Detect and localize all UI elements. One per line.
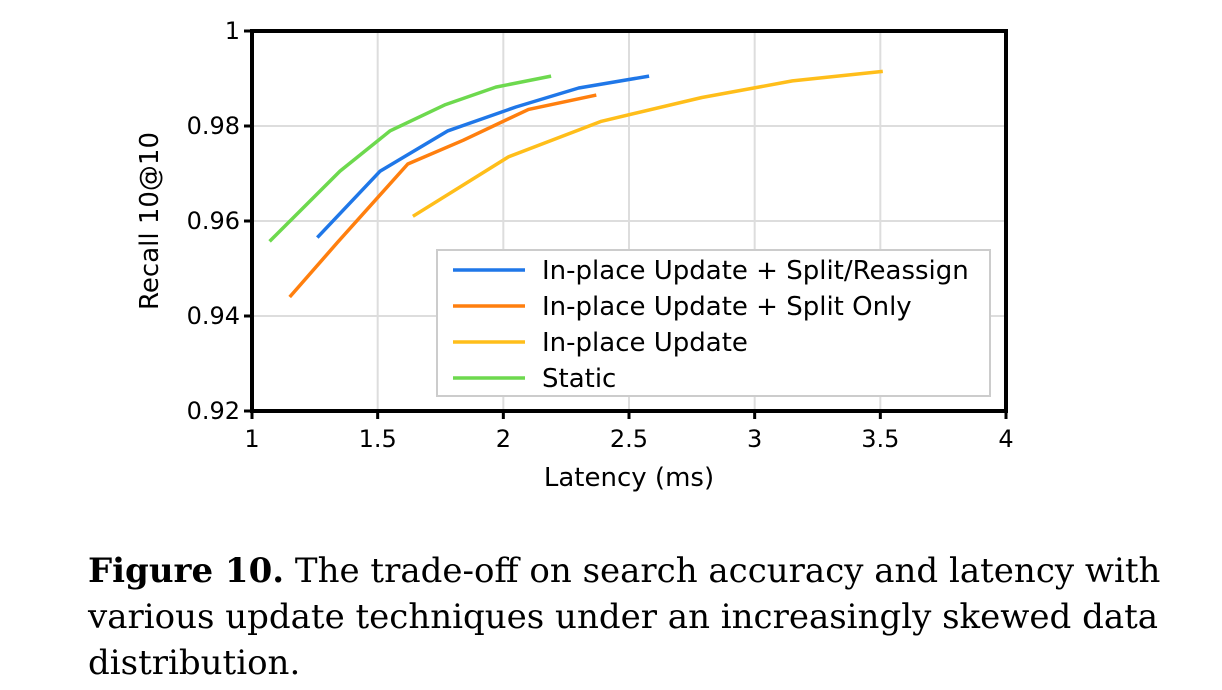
x-tick-label: 2.5 xyxy=(610,425,648,453)
figure-label: Figure 10. xyxy=(88,551,285,591)
legend-label: In-place Update + Split/Reassign xyxy=(542,256,969,286)
axis-ticks: 1 1.5 2 2.5 3 3.5 4 0.92 0.94 0.96 0.98 1 xyxy=(187,17,1014,453)
x-tick-label: 2 xyxy=(496,425,511,453)
series-line xyxy=(411,69,883,218)
y-tick-label: 0.98 xyxy=(187,112,240,140)
legend-label: Static xyxy=(542,364,616,394)
y-tick-label: 1 xyxy=(225,17,240,45)
legend-label: In-place Update xyxy=(542,328,748,358)
series-line xyxy=(316,74,650,239)
x-tick-label: 1 xyxy=(244,425,259,453)
x-tick-label: 3 xyxy=(747,425,762,453)
series-lines xyxy=(268,69,883,299)
y-tick-label: 0.94 xyxy=(187,302,240,330)
x-tick-label: 3.5 xyxy=(861,425,899,453)
legend-box xyxy=(436,249,991,397)
y-axis-label: Recall 10@10 xyxy=(135,132,165,310)
figure-caption: Figure 10. The trade-off on search accur… xyxy=(88,548,1188,686)
series-line xyxy=(268,74,552,243)
legend: In-place Update + Split/Reassign In-place… xyxy=(436,249,991,397)
y-tick-label: 0.92 xyxy=(187,397,240,425)
y-tick-label: 0.96 xyxy=(187,207,240,235)
chart: 1 1.5 2 2.5 3 3.5 4 0.92 0.94 0.96 0.98 1 Latency (… xyxy=(135,17,1014,493)
legend-label: In-place Update + Split Only xyxy=(542,292,912,322)
x-axis-label: Latency (ms) xyxy=(544,463,714,493)
x-tick-label: 1.5 xyxy=(359,425,397,453)
caption-text: The trade-off on search accuracy and lat… xyxy=(88,551,1161,683)
x-tick-label: 4 xyxy=(998,425,1013,453)
series-line xyxy=(288,93,597,299)
